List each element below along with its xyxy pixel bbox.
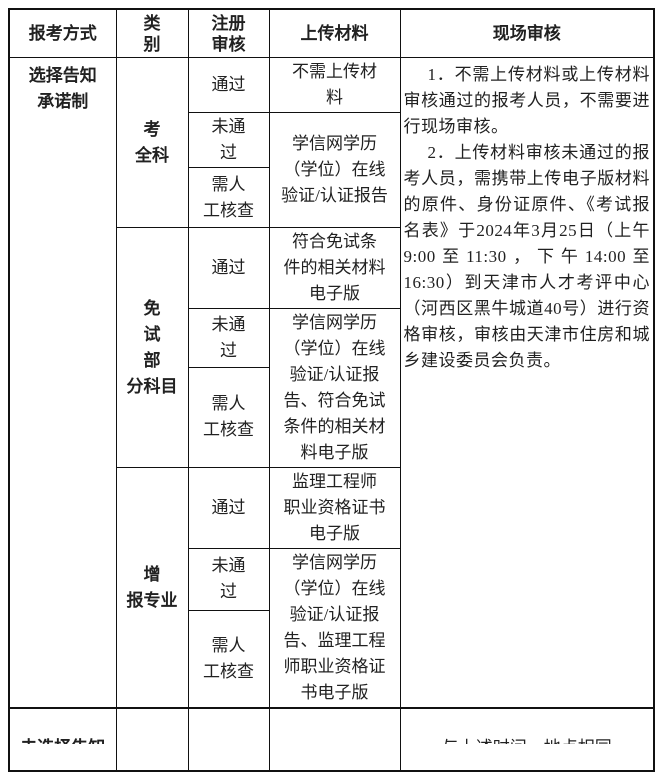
- header-onsite-review: 现场审核: [399, 8, 655, 58]
- review-cell-partial: [187, 707, 270, 772]
- material-cell: 监理工程师 职业资格证书 电子版: [268, 467, 401, 549]
- review-cell: 通过: [187, 227, 270, 309]
- review-cell: 通过: [187, 57, 270, 113]
- method-cell: 选择告知 承诺制: [8, 57, 117, 709]
- review-cell: 未通 过: [187, 112, 270, 168]
- review-cell: 需人 工核查: [187, 609, 270, 709]
- header-row: 报考方式 类 别 注册 审核 上传材料 现场审核: [8, 8, 655, 58]
- material-cell: 不需上传材 料: [268, 57, 401, 113]
- category-cell-exempt-subjects: 免 试 部 分科目: [115, 227, 189, 468]
- material-cell: 学信网学历 （学位）在线 验证/认证报告: [268, 112, 401, 228]
- table-row: 未通 过 学信网学历 （学位）在线 验证/认证报告: [9, 112, 654, 228]
- table-row: 免 试 部 分科目 通过 符合免试条 件的相关材料 电子版: [9, 227, 654, 468]
- table-row: 未通 过 学信网学历 （学位）在线 验证/认证报 告、符合免试 条件的相关材 料…: [9, 308, 654, 468]
- review-cell: 未通 过: [187, 308, 270, 368]
- header-method: 报考方式: [8, 8, 117, 58]
- document-page: 报考方式 类 别 注册 审核 上传材料 现场审核 选择告知 承诺制 考 全科 通…: [8, 8, 655, 772]
- table-row: 选择告知 承诺制 考 全科 通过 不需上传材 料 1．不需上传材料或上传材料审核…: [8, 57, 655, 709]
- material-cell-partial: [268, 707, 401, 772]
- review-cell: 需人 工核查: [187, 366, 270, 469]
- partial-method-text: 未选择告知承诺制: [13, 735, 113, 744]
- table-row: 需人 工核查: [9, 167, 654, 228]
- material-cell: 学信网学历 （学位）在线 验证/认证报 告、符合免试 条件的相关材 料电子版: [268, 308, 401, 468]
- category-cell-additional-major: 增 报专业: [115, 467, 189, 709]
- onsite-review-cell: 1．不需上传材料或上传材料审核通过的报考人员，不需要进行现场审核。 2．上传材料…: [399, 57, 655, 709]
- material-cell: 学信网学历 （学位）在线 验证/认证报 告、监理工程 师职业资格证 书电子版: [268, 548, 401, 709]
- header-upload-materials: 上传材料: [268, 8, 401, 58]
- partial-bottom-row: 未选择告知承诺制 与上述时间、地点相同: [8, 707, 655, 772]
- review-cell: 通过: [187, 467, 270, 549]
- onsite-cell-partial: 与上述时间、地点相同: [399, 707, 655, 772]
- table-row: 需人 工核查: [9, 366, 654, 469]
- review-cell: 未通 过: [187, 548, 270, 611]
- partial-onsite-text: 与上述时间、地点相同: [404, 735, 651, 744]
- exam-registration-table: 报考方式 类 别 注册 审核 上传材料 现场审核 选择告知 承诺制 考 全科 通…: [8, 8, 655, 772]
- material-cell: 符合免试条 件的相关材料 电子版: [268, 227, 401, 309]
- category-cell-partial: [115, 707, 189, 772]
- review-cell: 需人 工核查: [187, 167, 270, 228]
- onsite-review-item-2: 2．上传材料审核未通过的报考人员，需携带上传电子版材料的原件、身份证原件、《考试…: [403, 143, 650, 370]
- category-cell-full-subjects: 考 全科: [115, 57, 189, 228]
- onsite-review-item-1: 1．不需上传材料或上传材料审核通过的报考人员，不需要进行现场审核。: [403, 65, 650, 136]
- header-category: 类 别: [115, 8, 189, 58]
- header-registration-review: 注册 审核: [187, 8, 270, 58]
- method-cell-partial: 未选择告知承诺制: [8, 707, 117, 772]
